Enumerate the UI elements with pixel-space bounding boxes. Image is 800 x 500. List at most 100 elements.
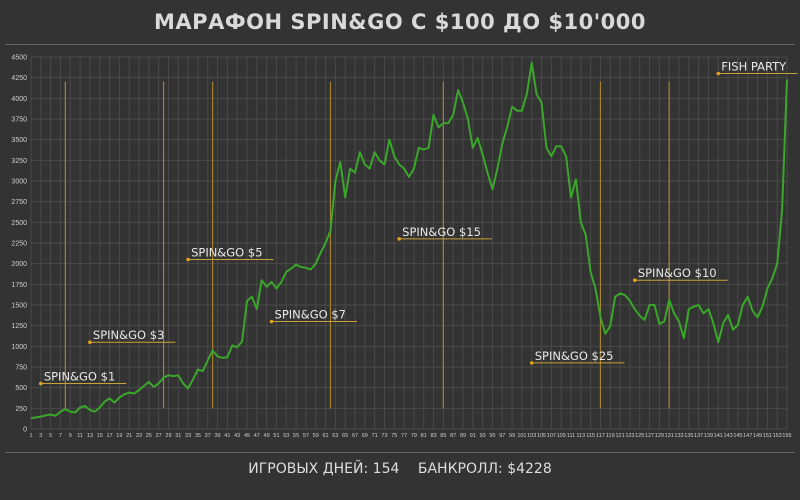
x-tick-label: 121: [615, 433, 624, 439]
x-tick-label: 111: [567, 433, 575, 439]
y-tick-label: 4250: [11, 75, 27, 82]
x-tick-label: 25: [146, 433, 152, 439]
annotation-dot: [186, 257, 190, 262]
x-tick-label: 63: [332, 433, 338, 439]
x-tick-label: 51: [273, 433, 279, 439]
x-tick-label: 135: [684, 433, 693, 439]
bankroll-label: БАНКРОЛЛ: $4228: [417, 461, 552, 477]
x-tick-label: 45: [244, 433, 250, 439]
x-tick-label: 75: [391, 433, 397, 439]
annotation-dot: [397, 237, 401, 241]
annotation-label: SPIN&GO $10: [638, 266, 717, 280]
x-tick-label: 155: [782, 433, 791, 439]
x-tick-label: 95: [489, 433, 495, 439]
y-tick-label: 3000: [11, 179, 27, 186]
y-tick-label: 750: [15, 365, 27, 372]
x-tick-label: 65: [342, 433, 348, 439]
x-tick-label: 73: [381, 433, 387, 439]
x-tick-label: 9: [69, 433, 72, 439]
y-tick-label: 250: [15, 406, 27, 413]
series: [30, 61, 788, 420]
annotations: SPIN&GO $1 SPIN&GO $3 SPIN&GO $5 SPIN&GO $7…: [39, 60, 798, 386]
y-tick-label: 4000: [11, 96, 27, 103]
x-tick-label: 23: [136, 433, 142, 439]
x-tick-label: 129: [655, 433, 664, 439]
x-tick-label: 13: [87, 433, 93, 439]
y-tick-label: 1250: [11, 323, 27, 330]
x-tick-label: 1: [29, 433, 32, 439]
x-tick-label: 99: [509, 433, 515, 439]
x-tick-label: 131: [665, 433, 674, 439]
y-tick-label: 0: [23, 427, 27, 434]
chart-title: МАРАФОН SPIN&GO С $100 ДО $10'000: [154, 10, 646, 34]
x-tick-label: 141: [714, 433, 723, 439]
x-tick-label: 29: [165, 433, 171, 439]
x-tick-label: 47: [254, 433, 260, 439]
x-tick-label: 83: [430, 433, 436, 439]
annotation-label: SPIN&GO $25: [535, 349, 614, 363]
x-tick-label: 143: [723, 433, 732, 439]
x-tick-label: 105: [537, 433, 546, 439]
x-tick-label: 37: [205, 433, 211, 439]
x-tick-label: 43: [234, 433, 240, 439]
x-tick-label: 5: [49, 433, 52, 439]
y-tick-label: 3250: [11, 158, 27, 165]
y-tick-label: 3750: [11, 117, 27, 124]
x-tick-label: 107: [547, 433, 556, 439]
x-tick-label: 87: [450, 433, 456, 439]
y-tick-label: 500: [15, 385, 27, 392]
x-tick-label: 77: [401, 433, 407, 439]
annotation-dot: [529, 361, 534, 365]
x-tick-label: 139: [704, 433, 713, 439]
annotation-label: SPIN&GO $1: [44, 370, 115, 384]
x-tick-label: 57: [303, 433, 309, 439]
y-tick-label: 4500: [11, 55, 27, 62]
x-tick-label: 101: [517, 433, 526, 439]
x-tick-label: 85: [440, 433, 446, 439]
x-tick-label: 69: [362, 433, 368, 439]
x-tick-label: 7: [59, 433, 62, 439]
annotation-label: FISH PARTY: [721, 60, 787, 74]
y-tick-label: 1500: [11, 303, 27, 310]
x-tick-label: 115: [586, 433, 595, 439]
annotation-dot: [269, 319, 274, 324]
x-tick-label: 91: [470, 433, 476, 439]
x-tick-label: 117: [596, 433, 605, 439]
x-tick-label: 137: [694, 433, 703, 439]
x-tick-label: 35: [195, 433, 201, 439]
annotation-label: SPIN&GO $15: [402, 225, 481, 239]
days-played-label: ИГРОВЫХ ДНЕЙ: 154: [248, 461, 400, 477]
x-tick-label: 61: [322, 433, 328, 439]
x-tick-label: 39: [214, 433, 220, 439]
x-tick-label: 19: [116, 433, 122, 439]
series-line: [30, 61, 788, 420]
x-tick-label: 147: [743, 433, 752, 439]
annotation-label: SPIN&GO $5: [191, 246, 262, 260]
x-tick-label: 27: [156, 433, 162, 439]
x-tick-label: 49: [264, 433, 270, 439]
y-tick-label: 2750: [11, 199, 27, 206]
x-tick-label: 127: [645, 433, 654, 439]
x-tick-label: 11: [77, 433, 83, 439]
x-tick-label: 145: [733, 433, 742, 439]
x-tick-label: 15: [97, 433, 103, 439]
annotation-label: SPIN&GO $3: [93, 328, 164, 342]
x-tick-label: 119: [606, 433, 615, 439]
y-tick-label: 2500: [11, 220, 27, 227]
x-tick-label: 97: [499, 433, 505, 439]
x-tick-label: 123: [625, 433, 634, 439]
x-tick-label: 113: [576, 433, 585, 439]
x-tick-label: 59: [313, 433, 319, 439]
x-tick-label: 21: [126, 433, 132, 439]
grid: [30, 56, 788, 430]
phase-markers: [64, 81, 670, 409]
x-tick-label: 151: [763, 433, 772, 439]
annotation-dot: [88, 340, 92, 345]
x-axis-ticks: 1 3 5 7 9 11 13 15 17 19 21 23 25 27 29 31 33 35 37 39 41 43 4…: [29, 433, 791, 439]
x-tick-label: 133: [674, 433, 683, 439]
y-tick-label: 1750: [11, 282, 27, 289]
title-divider: [6, 44, 794, 45]
footer: ИГРОВЫХ ДНЕЙ: 154 БАНКРОЛЛ: $4228: [0, 461, 800, 477]
